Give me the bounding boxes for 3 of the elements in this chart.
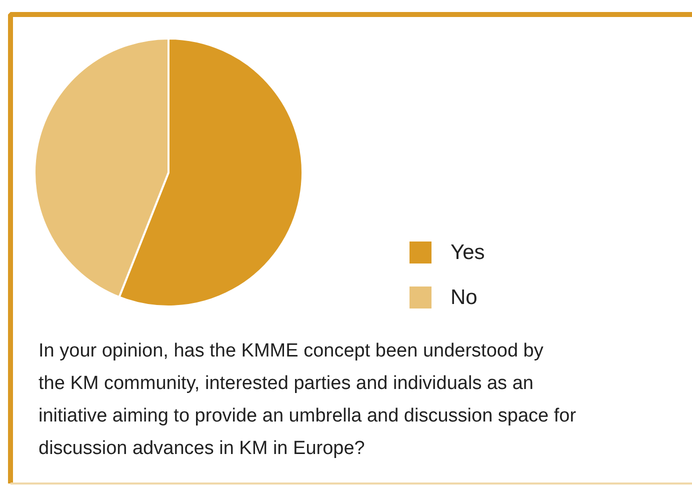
text: In your opinion, has the KMME concept been understood by the KM community, interested parties and individuals as an initiative aiming to provide an umbrella and discussion space for discussion advances in KM in Europe?	[38, 340, 577, 460]
legend-label: No	[450, 286, 478, 309]
legend-label: Yes	[450, 241, 485, 264]
